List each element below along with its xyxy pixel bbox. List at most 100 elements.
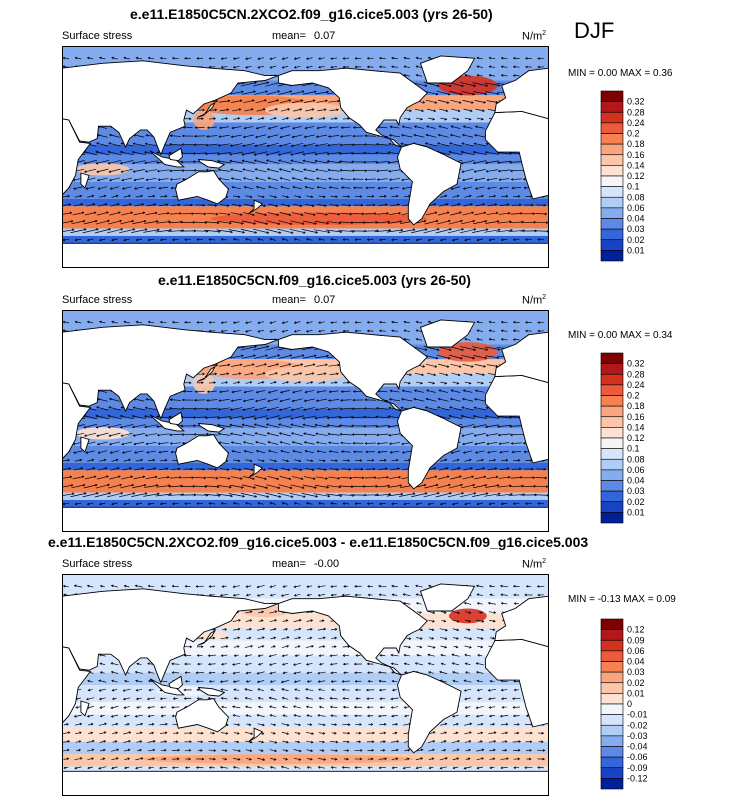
vector-arrow <box>242 143 255 147</box>
vector-arrow <box>219 398 230 402</box>
vector-arrow <box>315 143 328 147</box>
colorbar-bin <box>600 427 624 439</box>
vector-arrowhead <box>111 56 114 60</box>
vector-arrow <box>509 485 524 488</box>
vector-arrowhead <box>232 680 236 683</box>
vector-arrowhead <box>245 593 249 597</box>
vector-arrow <box>449 406 462 411</box>
vector-arrow <box>293 619 302 623</box>
vector-arrowhead <box>281 696 285 700</box>
vector-arrowhead <box>195 585 199 588</box>
vector-arrow <box>388 433 401 436</box>
vector-arrowhead <box>456 628 460 632</box>
vector-arrowhead <box>120 434 124 437</box>
vector-arrow <box>242 407 255 411</box>
vector-arrowhead <box>408 381 411 385</box>
vector-arrowhead <box>327 168 331 172</box>
vector-arrowhead <box>497 347 501 351</box>
vector-arrow <box>282 671 288 674</box>
vector-arrowhead <box>449 133 453 137</box>
vector-arrowhead <box>212 645 216 649</box>
vector-arrowhead <box>192 416 196 419</box>
vector-arrowhead <box>363 169 367 173</box>
vector-arrow <box>389 212 401 215</box>
vector-arrow <box>161 585 166 587</box>
vector-arrowhead <box>371 459 375 462</box>
vector-arrowhead <box>122 697 126 701</box>
vector-arrow <box>233 459 240 462</box>
vector-arrow <box>136 57 143 60</box>
vector-arrowhead <box>73 584 77 588</box>
vector-arrow <box>292 398 303 402</box>
vector-arrow <box>254 90 268 95</box>
vector-arrow <box>75 57 82 60</box>
vector-arrowhead <box>404 584 407 588</box>
colorbar-bin <box>600 469 624 481</box>
vector-arrowhead <box>375 425 378 428</box>
vector-arrowhead <box>452 671 455 674</box>
vector-arrowhead <box>354 688 358 692</box>
vector-arrowhead <box>128 194 131 198</box>
vector-arrowhead <box>397 467 400 470</box>
vector-arrow <box>327 485 341 488</box>
vector-arrowhead <box>278 495 282 498</box>
vector-arrowhead <box>499 186 502 190</box>
vector-arrow <box>95 220 110 225</box>
vector-arrowhead <box>447 356 451 360</box>
vector-arrow <box>306 238 313 241</box>
vector-arrow <box>108 151 122 156</box>
vector-arrowhead <box>274 610 278 613</box>
vector-arrow <box>62 195 70 198</box>
vector-arrow <box>474 407 486 411</box>
vector-arrow <box>304 441 315 445</box>
vector-arrowhead <box>330 585 333 588</box>
vector-arrow <box>85 450 95 454</box>
stress-band <box>62 685 549 703</box>
vector-arrow <box>294 381 301 384</box>
colorbar-bin <box>600 101 624 113</box>
vector-arrowhead <box>253 417 257 420</box>
vector-arrow <box>254 354 268 359</box>
vector-arrowhead <box>218 177 222 180</box>
vector-arrow <box>499 186 509 189</box>
vector-arrowhead <box>269 680 273 683</box>
vector-arrowhead <box>111 688 115 692</box>
vector-arrow <box>317 450 327 453</box>
vector-arrow <box>305 186 315 190</box>
vector-arrowhead <box>289 222 293 225</box>
vector-arrow <box>122 467 132 471</box>
vector-arrowhead <box>269 663 272 666</box>
vector-arrow <box>209 239 216 241</box>
vector-arrowhead <box>391 688 395 692</box>
vector-arrowhead <box>383 458 387 462</box>
vector-arrow <box>489 585 495 588</box>
vector-arrowhead <box>525 65 528 69</box>
vector-arrowhead <box>115 194 119 198</box>
vector-arrowhead <box>290 159 293 163</box>
vector-arrow <box>475 390 485 393</box>
vector-arrowhead <box>327 494 331 498</box>
vector-arrowhead <box>241 486 244 489</box>
vector-arrow <box>303 433 316 437</box>
vector-arrow <box>379 502 386 505</box>
vector-arrowhead <box>347 381 350 384</box>
vector-arrowhead <box>255 135 258 139</box>
vector-arrowhead <box>480 637 484 640</box>
landmass <box>175 434 229 469</box>
vector-arrow <box>476 238 484 241</box>
vector-arrow <box>327 160 341 164</box>
vector-arrow <box>111 57 118 60</box>
vector-arrow <box>221 238 228 241</box>
landmass <box>248 463 264 479</box>
vector-arrow <box>475 203 485 207</box>
vector-arrow <box>488 688 496 691</box>
vector-arrowhead <box>242 399 246 403</box>
colorbar-bin <box>600 395 624 407</box>
vector-arrowhead <box>396 194 399 198</box>
vector-arrow <box>475 126 485 129</box>
vector-arrowhead <box>62 56 66 60</box>
vector-arrow <box>330 585 337 588</box>
vector-arrowhead <box>484 356 488 360</box>
vector-arrowhead <box>290 144 294 147</box>
vector-arrowhead <box>449 397 453 401</box>
